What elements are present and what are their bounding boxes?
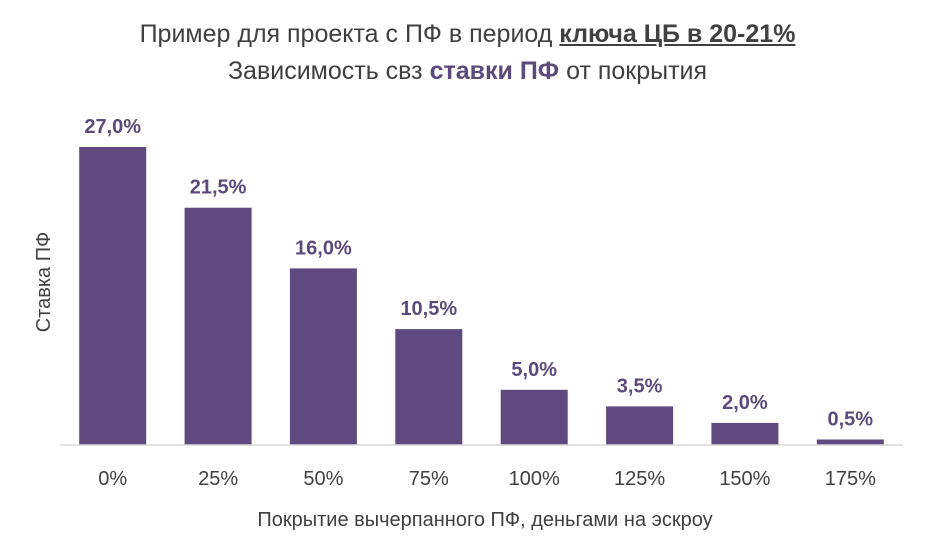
value-label-5: 3,5% <box>617 375 663 397</box>
x-tick-label-6: 150% <box>719 468 770 490</box>
chart-title-line-2: Зависимость свз ставки ПФ от покрытия <box>0 57 935 86</box>
x-tick-label-0: 0% <box>98 468 127 490</box>
title-line-2-suffix: от покрытия <box>559 57 708 85</box>
y-axis-title: Ставка ПФ <box>33 232 55 333</box>
title-line-1-highlight: ключа ЦБ в 20-21% <box>559 20 796 48</box>
bar-0 <box>79 147 147 445</box>
bar-5 <box>606 406 674 445</box>
x-axis-title: Покрытие вычерпанного ПФ, деньгами на эс… <box>257 509 712 531</box>
x-tick-label-5: 125% <box>614 468 665 490</box>
bar-2 <box>289 268 357 445</box>
value-label-4: 5,0% <box>511 359 557 381</box>
value-label-0: 27,0% <box>84 116 141 138</box>
value-labels-group: 27,0% 21,5% 16,0% 10,5% 5,0% 3,5% 2,0% 0,5% <box>84 116 873 431</box>
bars-group <box>79 147 884 445</box>
x-tick-label-3: 75% <box>409 468 449 490</box>
bar-3 <box>395 329 463 445</box>
value-label-3: 10,5% <box>400 298 457 320</box>
value-label-2: 16,0% <box>295 237 352 259</box>
chart-title-line-1: Пример для проекта с ПФ в период ключа Ц… <box>0 20 935 49</box>
title-line-2-highlight: ставки ПФ <box>429 57 560 85</box>
x-tick-label-4: 100% <box>509 468 560 490</box>
x-tick-label-1: 25% <box>198 468 238 490</box>
title-line-1-prefix: Пример для проекта с ПФ в период <box>139 20 560 48</box>
value-label-7: 0,5% <box>828 409 874 431</box>
bar-4 <box>500 389 568 445</box>
bar-1 <box>184 207 252 445</box>
x-tick-label-2: 50% <box>303 468 343 490</box>
bar-6 <box>711 422 779 445</box>
title-line-2-prefix: Зависимость свз <box>227 57 430 85</box>
bar-7 <box>816 439 884 445</box>
value-label-6: 2,0% <box>722 392 768 414</box>
x-tick-label-7: 175% <box>825 468 876 490</box>
x-tick-labels-group: 0% 25% 50% 75% 100% 125% 150% 175% <box>98 468 876 490</box>
value-label-1: 21,5% <box>190 177 247 199</box>
